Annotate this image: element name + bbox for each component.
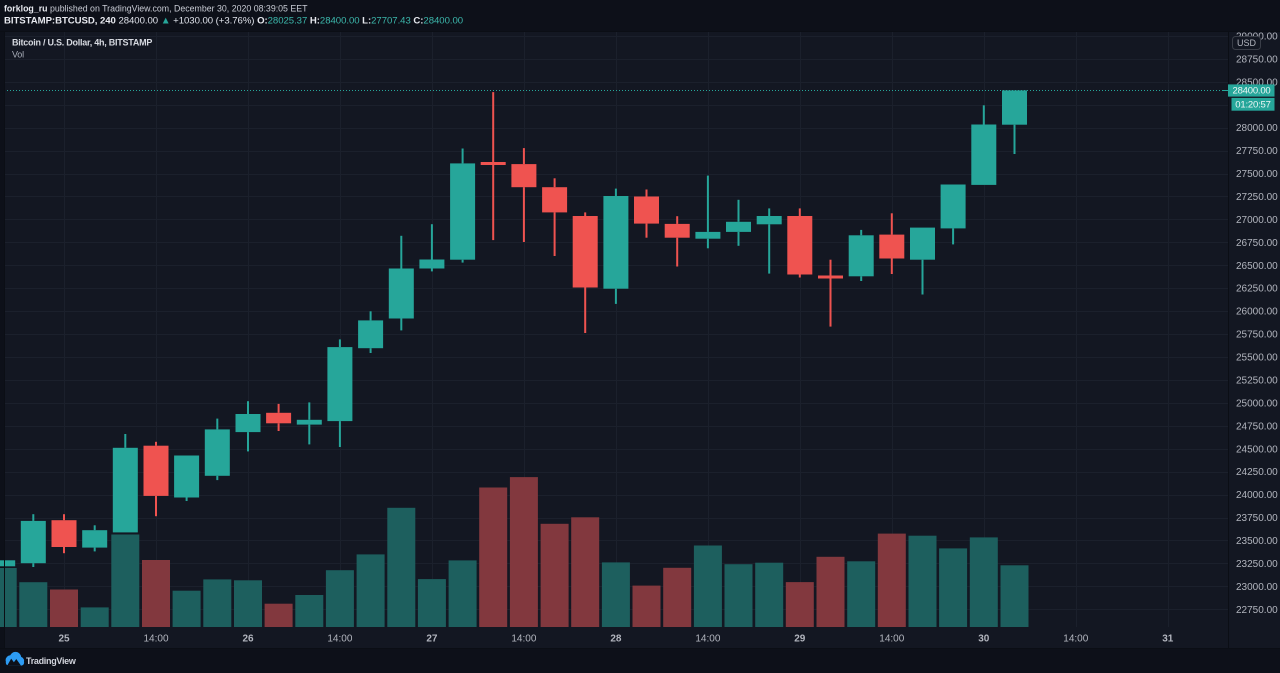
svg-text:26250.00: 26250.00 — [1236, 284, 1278, 295]
svg-text:27250.00: 27250.00 — [1236, 192, 1278, 203]
svg-text:31: 31 — [1162, 634, 1174, 645]
svg-text:14:00: 14:00 — [1063, 634, 1088, 645]
svg-text:27750.00: 27750.00 — [1236, 146, 1278, 157]
svg-text:Vol: Vol — [12, 50, 24, 60]
svg-text:27500.00: 27500.00 — [1236, 169, 1278, 180]
svg-text:23250.00: 23250.00 — [1236, 559, 1278, 570]
svg-text:BITSTAMP:BTCUSD, 240 28400.00: BITSTAMP:BTCUSD, 240 28400.00 ▲ +1030.00… — [4, 16, 463, 27]
svg-text:25250.00: 25250.00 — [1236, 376, 1278, 387]
svg-text:TradingView: TradingView — [26, 656, 77, 666]
svg-text:27: 27 — [426, 634, 438, 645]
svg-text:25500.00: 25500.00 — [1236, 353, 1278, 364]
svg-text:26750.00: 26750.00 — [1236, 238, 1278, 249]
svg-text:14:00: 14:00 — [879, 634, 904, 645]
svg-text:30: 30 — [978, 634, 990, 645]
svg-text:28000.00: 28000.00 — [1236, 123, 1278, 134]
svg-text:25000.00: 25000.00 — [1236, 398, 1278, 409]
svg-text:Bitcoin / U.S. Dollar, 4h, BIT: Bitcoin / U.S. Dollar, 4h, BITSTAMP — [12, 38, 152, 48]
svg-text:23750.00: 23750.00 — [1236, 513, 1278, 524]
svg-text:28400.00: 28400.00 — [1232, 86, 1270, 97]
svg-text:24250.00: 24250.00 — [1236, 467, 1278, 478]
svg-text:27000.00: 27000.00 — [1236, 215, 1278, 226]
svg-text:23500.00: 23500.00 — [1236, 536, 1278, 547]
svg-text:01:20:57: 01:20:57 — [1235, 100, 1270, 111]
svg-text:14:00: 14:00 — [143, 634, 168, 645]
svg-text:26: 26 — [242, 634, 254, 645]
svg-text:25: 25 — [58, 634, 70, 645]
svg-text:29: 29 — [794, 634, 806, 645]
svg-text:24000.00: 24000.00 — [1236, 490, 1278, 501]
svg-text:25750.00: 25750.00 — [1236, 330, 1278, 341]
svg-text:14:00: 14:00 — [511, 634, 536, 645]
svg-text:24500.00: 24500.00 — [1236, 444, 1278, 455]
svg-text:14:00: 14:00 — [327, 634, 352, 645]
svg-text:USD: USD — [1237, 38, 1257, 48]
svg-text:22750.00: 22750.00 — [1236, 605, 1278, 616]
svg-text:24750.00: 24750.00 — [1236, 421, 1278, 432]
svg-text:forklog_ru published on Tradin: forklog_ru published on TradingView.com,… — [4, 4, 308, 14]
svg-text:28500.00: 28500.00 — [1236, 77, 1278, 88]
svg-text:23000.00: 23000.00 — [1236, 582, 1278, 593]
svg-text:26500.00: 26500.00 — [1236, 261, 1278, 272]
svg-text:26000.00: 26000.00 — [1236, 307, 1278, 318]
svg-text:28750.00: 28750.00 — [1236, 54, 1278, 65]
svg-text:14:00: 14:00 — [695, 634, 720, 645]
svg-text:28: 28 — [610, 634, 622, 645]
